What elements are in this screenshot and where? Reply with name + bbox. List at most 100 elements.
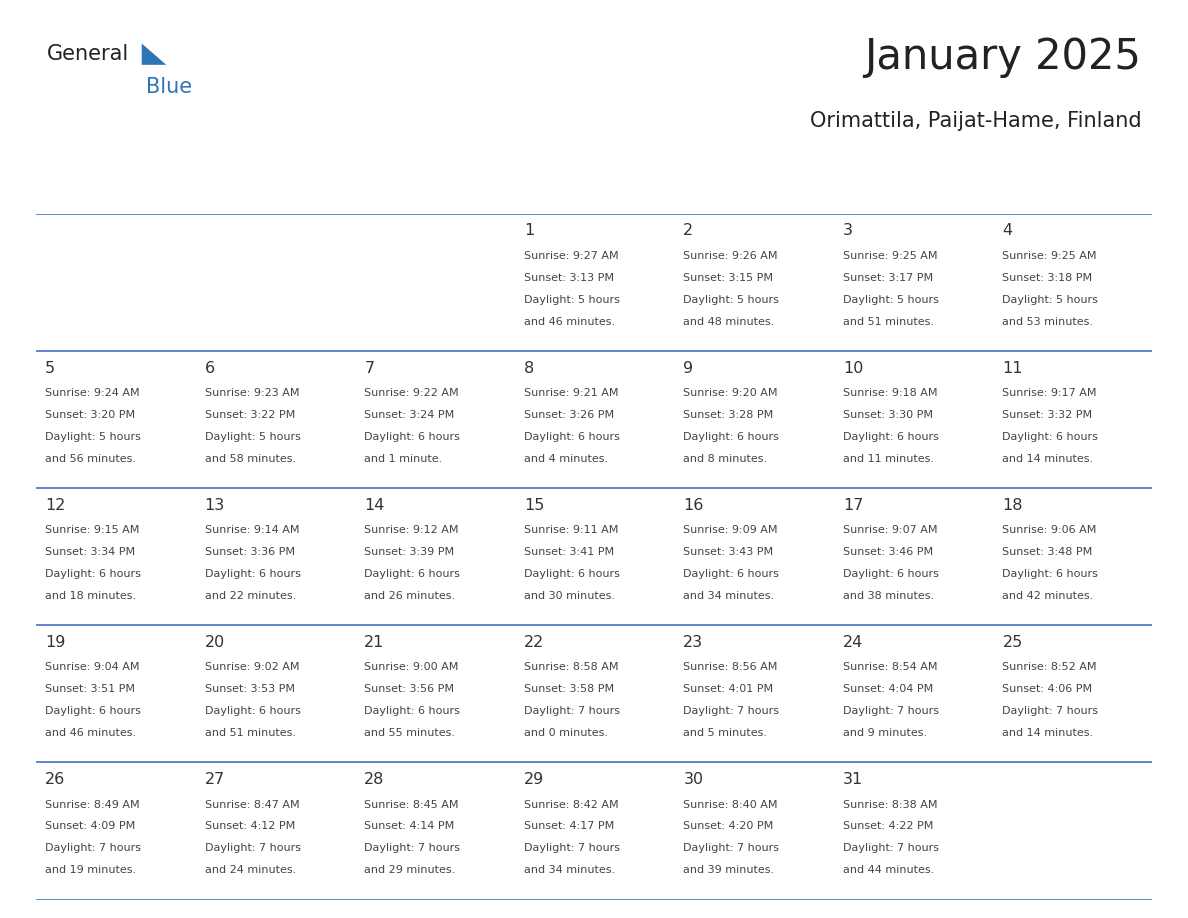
Text: Daylight: 6 hours: Daylight: 6 hours: [45, 569, 141, 579]
Text: Sunrise: 9:27 AM: Sunrise: 9:27 AM: [524, 251, 619, 261]
Text: 9: 9: [683, 361, 694, 375]
Text: Sunrise: 9:15 AM: Sunrise: 9:15 AM: [45, 525, 139, 535]
Text: Sunset: 3:20 PM: Sunset: 3:20 PM: [45, 410, 135, 420]
Text: Sunrise: 9:00 AM: Sunrise: 9:00 AM: [365, 663, 459, 672]
Text: Sunset: 3:34 PM: Sunset: 3:34 PM: [45, 547, 135, 557]
Text: 12: 12: [45, 498, 65, 513]
Text: 29: 29: [524, 772, 544, 787]
Text: Sunset: 3:26 PM: Sunset: 3:26 PM: [524, 410, 614, 420]
Text: 15: 15: [524, 498, 544, 513]
Text: and 46 minutes.: and 46 minutes.: [524, 317, 615, 327]
Text: Sunrise: 8:54 AM: Sunrise: 8:54 AM: [842, 663, 937, 672]
Text: and 55 minutes.: and 55 minutes.: [365, 728, 455, 738]
Text: Sunday: Sunday: [83, 180, 147, 195]
Text: Sunset: 3:18 PM: Sunset: 3:18 PM: [1003, 273, 1093, 283]
Text: and 34 minutes.: and 34 minutes.: [524, 866, 615, 876]
Text: Sunrise: 8:52 AM: Sunrise: 8:52 AM: [1003, 663, 1097, 672]
Text: 23: 23: [683, 635, 703, 650]
Text: Daylight: 7 hours: Daylight: 7 hours: [524, 706, 620, 716]
Text: Daylight: 6 hours: Daylight: 6 hours: [365, 706, 460, 716]
Text: Daylight: 6 hours: Daylight: 6 hours: [204, 706, 301, 716]
Text: and 8 minutes.: and 8 minutes.: [683, 453, 767, 464]
Text: Sunset: 3:32 PM: Sunset: 3:32 PM: [1003, 410, 1093, 420]
Text: Sunrise: 9:06 AM: Sunrise: 9:06 AM: [1003, 525, 1097, 535]
Text: Sunset: 3:48 PM: Sunset: 3:48 PM: [1003, 547, 1093, 557]
Text: and 34 minutes.: and 34 minutes.: [683, 591, 775, 601]
Text: Sunrise: 9:25 AM: Sunrise: 9:25 AM: [1003, 251, 1097, 261]
Text: Sunset: 4:09 PM: Sunset: 4:09 PM: [45, 822, 135, 832]
Text: Sunrise: 9:07 AM: Sunrise: 9:07 AM: [842, 525, 937, 535]
Text: Sunset: 3:36 PM: Sunset: 3:36 PM: [204, 547, 295, 557]
Text: Daylight: 7 hours: Daylight: 7 hours: [365, 844, 460, 854]
Text: Sunrise: 9:18 AM: Sunrise: 9:18 AM: [842, 388, 937, 398]
Text: Daylight: 6 hours: Daylight: 6 hours: [524, 432, 620, 442]
Text: Monday: Monday: [241, 180, 309, 195]
Text: and 4 minutes.: and 4 minutes.: [524, 453, 608, 464]
Text: Daylight: 7 hours: Daylight: 7 hours: [524, 844, 620, 854]
Text: and 14 minutes.: and 14 minutes.: [1003, 453, 1093, 464]
Text: Sunrise: 9:26 AM: Sunrise: 9:26 AM: [683, 251, 778, 261]
Text: 17: 17: [842, 498, 864, 513]
Text: Thursday: Thursday: [714, 180, 794, 195]
Text: and 19 minutes.: and 19 minutes.: [45, 866, 137, 876]
Text: Sunset: 3:30 PM: Sunset: 3:30 PM: [842, 410, 933, 420]
Text: Sunset: 3:39 PM: Sunset: 3:39 PM: [365, 547, 454, 557]
Text: 18: 18: [1003, 498, 1023, 513]
Text: and 0 minutes.: and 0 minutes.: [524, 728, 608, 738]
Text: 31: 31: [842, 772, 864, 787]
Text: Sunrise: 8:45 AM: Sunrise: 8:45 AM: [365, 800, 459, 810]
Text: and 53 minutes.: and 53 minutes.: [1003, 317, 1093, 327]
Text: and 42 minutes.: and 42 minutes.: [1003, 591, 1094, 601]
Text: and 56 minutes.: and 56 minutes.: [45, 453, 137, 464]
Text: and 9 minutes.: and 9 minutes.: [842, 728, 927, 738]
Text: and 26 minutes.: and 26 minutes.: [365, 591, 455, 601]
Text: and 14 minutes.: and 14 minutes.: [1003, 728, 1093, 738]
Text: Sunrise: 8:40 AM: Sunrise: 8:40 AM: [683, 800, 778, 810]
Text: and 5 minutes.: and 5 minutes.: [683, 728, 767, 738]
Text: Sunset: 3:13 PM: Sunset: 3:13 PM: [524, 273, 614, 283]
Text: Sunrise: 9:02 AM: Sunrise: 9:02 AM: [204, 663, 299, 672]
Text: Sunrise: 9:21 AM: Sunrise: 9:21 AM: [524, 388, 618, 398]
Text: Daylight: 6 hours: Daylight: 6 hours: [365, 432, 460, 442]
Text: and 22 minutes.: and 22 minutes.: [204, 591, 296, 601]
Text: Daylight: 6 hours: Daylight: 6 hours: [683, 432, 779, 442]
Text: Sunrise: 9:23 AM: Sunrise: 9:23 AM: [204, 388, 299, 398]
Text: Sunrise: 9:22 AM: Sunrise: 9:22 AM: [365, 388, 459, 398]
Text: Sunset: 4:01 PM: Sunset: 4:01 PM: [683, 684, 773, 694]
Text: Sunset: 4:12 PM: Sunset: 4:12 PM: [204, 822, 295, 832]
Text: Daylight: 5 hours: Daylight: 5 hours: [45, 432, 141, 442]
Text: January 2025: January 2025: [865, 36, 1142, 78]
Text: Sunrise: 9:24 AM: Sunrise: 9:24 AM: [45, 388, 140, 398]
Text: Sunrise: 8:47 AM: Sunrise: 8:47 AM: [204, 800, 299, 810]
Text: and 1 minute.: and 1 minute.: [365, 453, 442, 464]
Text: Sunrise: 8:56 AM: Sunrise: 8:56 AM: [683, 663, 778, 672]
Text: and 46 minutes.: and 46 minutes.: [45, 728, 137, 738]
Text: Daylight: 6 hours: Daylight: 6 hours: [524, 569, 620, 579]
Text: Sunrise: 8:38 AM: Sunrise: 8:38 AM: [842, 800, 937, 810]
Text: 4: 4: [1003, 223, 1012, 239]
Text: Sunrise: 9:20 AM: Sunrise: 9:20 AM: [683, 388, 778, 398]
Text: 26: 26: [45, 772, 65, 787]
Text: Daylight: 6 hours: Daylight: 6 hours: [204, 569, 301, 579]
Text: Sunrise: 9:09 AM: Sunrise: 9:09 AM: [683, 525, 778, 535]
Text: 13: 13: [204, 498, 225, 513]
Text: Sunset: 3:24 PM: Sunset: 3:24 PM: [365, 410, 455, 420]
Text: Daylight: 6 hours: Daylight: 6 hours: [365, 569, 460, 579]
Text: Sunset: 3:15 PM: Sunset: 3:15 PM: [683, 273, 773, 283]
Text: Daylight: 6 hours: Daylight: 6 hours: [1003, 569, 1098, 579]
Text: General: General: [46, 44, 129, 64]
Text: Sunset: 3:53 PM: Sunset: 3:53 PM: [204, 684, 295, 694]
Text: 28: 28: [365, 772, 385, 787]
Text: 21: 21: [365, 635, 385, 650]
Text: Sunset: 3:58 PM: Sunset: 3:58 PM: [524, 684, 614, 694]
Text: Daylight: 6 hours: Daylight: 6 hours: [842, 432, 939, 442]
Text: Daylight: 6 hours: Daylight: 6 hours: [45, 706, 141, 716]
Text: Blue: Blue: [146, 77, 192, 97]
Text: 22: 22: [524, 635, 544, 650]
Text: Sunrise: 9:04 AM: Sunrise: 9:04 AM: [45, 663, 140, 672]
Text: Sunset: 4:04 PM: Sunset: 4:04 PM: [842, 684, 933, 694]
Text: Sunset: 4:22 PM: Sunset: 4:22 PM: [842, 822, 934, 832]
Text: 30: 30: [683, 772, 703, 787]
Text: 19: 19: [45, 635, 65, 650]
Text: and 18 minutes.: and 18 minutes.: [45, 591, 137, 601]
